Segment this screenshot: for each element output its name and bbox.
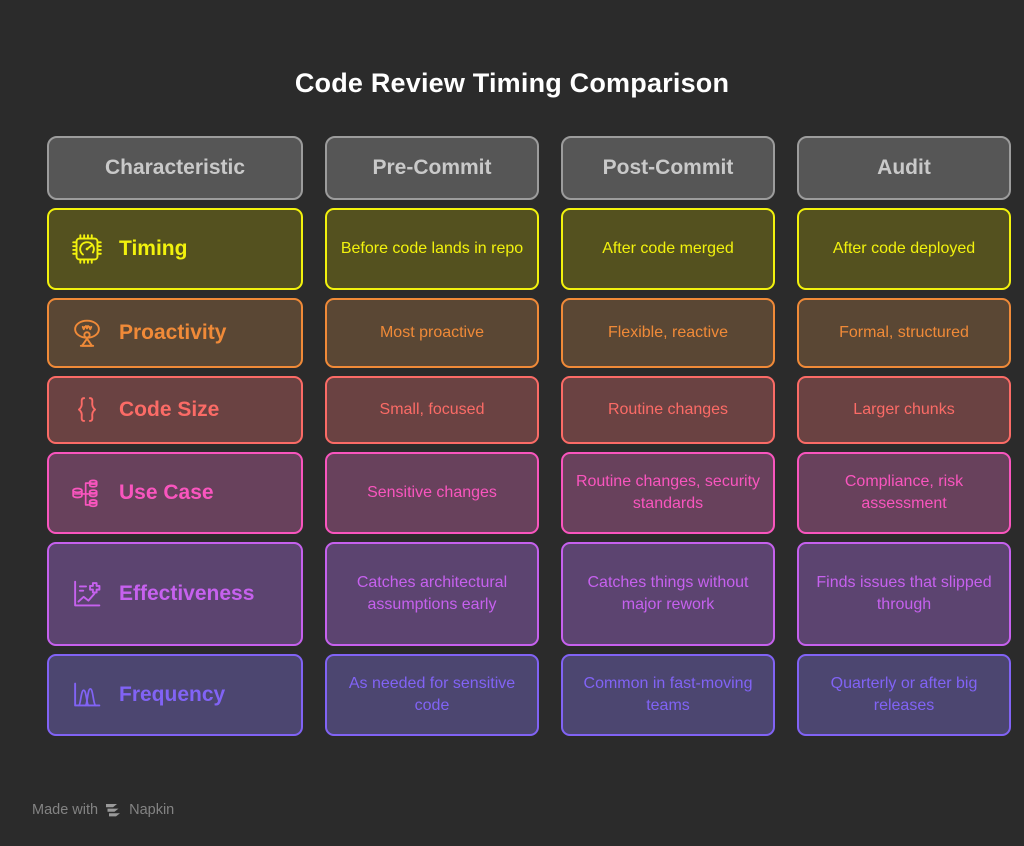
cell-effectiveness-audit: Finds issues that slipped through [797,542,1011,646]
cell-timing-audit: After code deployed [797,208,1011,290]
cell-proactivity-audit: Formal, structured [797,298,1011,368]
curly-braces-icon [68,391,106,429]
row-label-proactivity: Proactivity [47,298,303,368]
row-label-text: Use Case [119,480,214,504]
cell-use-case-pre-commit: Sensitive changes [325,452,539,534]
row-label-text: Proactivity [119,320,227,344]
chart-plus-icon [68,575,106,613]
made-with-label: Made with [32,802,99,818]
cell-effectiveness-pre-commit: Catches architectural assumptions early [325,542,539,646]
cell-use-case-audit: Compliance, risk assessment [797,452,1011,534]
cell-timing-pre-commit: Before code lands in repo [325,208,539,290]
row-label-text: Timing [119,236,188,260]
table-row: Frequency As needed for sensitive code C… [47,654,1011,736]
cell-frequency-pre-commit: As needed for sensitive code [325,654,539,736]
cell-code-size-post-commit: Routine changes [561,376,775,444]
napkin-logo-icon [105,803,122,818]
cell-frequency-audit: Quarterly or after big releases [797,654,1011,736]
table-row: Timing Before code lands in repo After c… [47,208,1011,290]
cell-proactivity-pre-commit: Most proactive [325,298,539,368]
cell-proactivity-post-commit: Flexible, reactive [561,298,775,368]
row-label-code-size: Code Size [47,376,303,444]
napkin-brand-label: Napkin [129,802,175,818]
cell-timing-post-commit: After code merged [561,208,775,290]
distribution-chart-icon [68,676,106,714]
cpu-gauge-icon [68,230,106,268]
column-header-post-commit: Post-Commit [561,136,775,200]
row-label-use-case: Use Case [47,452,303,534]
cell-code-size-pre-commit: Small, focused [325,376,539,444]
row-label-text: Effectiveness [119,581,255,605]
cell-frequency-post-commit: Common in fast-moving teams [561,654,775,736]
row-label-timing: Timing [47,208,303,290]
row-label-text: Frequency [119,682,226,706]
table-row: Code Size Small, focused Routine changes… [47,376,1011,444]
column-header-characteristic: Characteristic [47,136,303,200]
cell-use-case-post-commit: Routine changes, security standards [561,452,775,534]
column-header-audit: Audit [797,136,1011,200]
row-label-frequency: Frequency [47,654,303,736]
table-row: Use Case Sensitive changes Routine chang… [47,452,1011,534]
cell-effectiveness-post-commit: Catches things without major rework [561,542,775,646]
column-header-pre-commit: Pre-Commit [325,136,539,200]
table-row: Effectiveness Catches architectural assu… [47,542,1011,646]
cell-code-size-audit: Larger chunks [797,376,1011,444]
table-header-row: Characteristic Pre-Commit Post-Commit Au… [47,136,1011,200]
database-tree-icon [68,474,106,512]
broadcast-person-icon [68,314,106,352]
table-row: Proactivity Most proactive Flexible, rea… [47,298,1011,368]
napkin-watermark[interactable]: Made with Napkin [32,802,174,818]
page-title: Code Review Timing Comparison [294,68,730,98]
row-label-text: Code Size [119,397,220,421]
row-label-effectiveness: Effectiveness [47,542,303,646]
comparison-table: Characteristic Pre-Commit Post-Commit Au… [47,100,1011,736]
